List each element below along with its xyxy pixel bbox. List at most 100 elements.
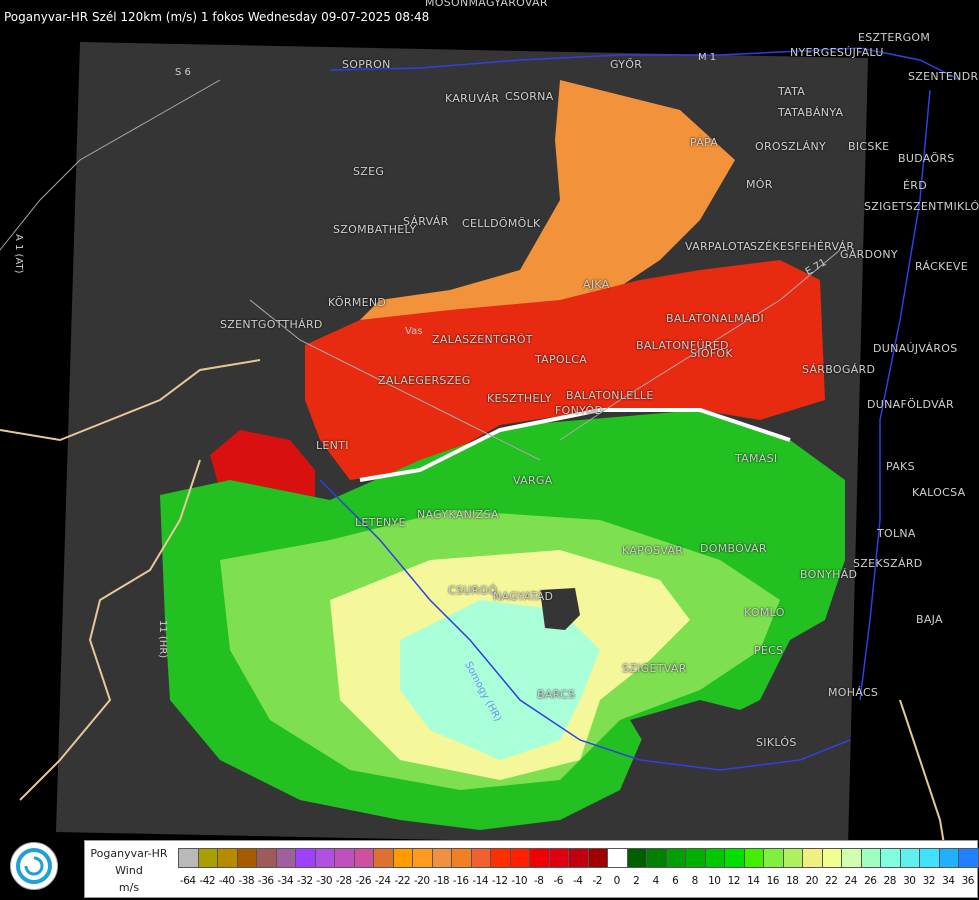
legend-swatch	[568, 848, 588, 868]
legend-tick-label: 34	[942, 875, 955, 887]
city-label: TAPOLCA	[535, 353, 588, 366]
legend-swatch	[392, 848, 412, 868]
border-beige	[0, 359, 261, 801]
city-label: LENTI	[316, 439, 349, 452]
legend-swatch	[529, 848, 549, 868]
legend-tick-label: 16	[766, 875, 780, 887]
city-label: OROSZLÁNY	[755, 140, 827, 153]
city-label: SZOMBATHELY	[333, 223, 417, 236]
city-label: KESZTHELY	[487, 392, 552, 405]
city-label: AJKA	[583, 278, 610, 291]
legend-tick-label: 28	[883, 875, 897, 887]
legend-swatch	[509, 848, 529, 868]
city-label: DOMBÓVÁR	[700, 542, 767, 555]
city-label: ZALASZENTGRÓT	[432, 333, 533, 346]
river-drava	[319, 479, 851, 771]
city-label: KARUVÁR	[445, 92, 500, 105]
legend-tick-label: 20	[805, 875, 819, 887]
city-label: PÉCS	[754, 644, 784, 657]
city-label: CSORNA	[505, 90, 554, 103]
city-label: SZIGETVÁR	[622, 662, 687, 675]
city-label: KÖRMEND	[328, 296, 387, 309]
city-label: FONYÓD	[555, 404, 604, 417]
legend-swatch	[685, 848, 705, 868]
city-label: GYŐR	[610, 58, 643, 71]
legend-tick-label: -6	[553, 875, 564, 887]
city-label: BAJA	[916, 613, 943, 626]
legend-subtitle: Wind	[115, 864, 143, 877]
city-label: KAPOSVÁR	[622, 544, 684, 557]
legend-tick-label: -2	[592, 875, 603, 887]
city-label: DUNAFÖLDVÁR	[867, 398, 954, 411]
city-label: KALOCSA	[912, 486, 966, 499]
page-title: Poganyvar-HR Szél 120km (m/s) 1 fokos We…	[4, 10, 430, 24]
city-label: KOMLÓ	[744, 606, 785, 619]
legend-tick-label: -26	[355, 875, 372, 887]
road-label: 11 (HR)	[157, 620, 168, 659]
legend-swatch	[821, 848, 841, 868]
legend-swatch	[724, 848, 744, 868]
legend-ticks: -64 -42 -40 -38 -36 -34 -32 -30 -28 -26 -24 -22 -20-…	[178, 875, 979, 887]
legend-swatch	[763, 848, 783, 868]
legend-swatch	[704, 848, 724, 868]
city-label: DUNAÚJVÁROS	[873, 342, 958, 355]
city-label: BALATONLELLE	[566, 389, 654, 402]
city-label: NAGYKANIZSA	[417, 508, 499, 521]
city-label: MOSONMAGYARÓVÁR	[425, 0, 548, 9]
legend-swatch	[451, 848, 471, 868]
legend-tick-label: 4	[652, 875, 660, 887]
legend-swatch	[899, 848, 919, 868]
legend-swatch	[295, 848, 315, 868]
echo-red	[305, 260, 825, 480]
legend-swatch	[256, 848, 276, 868]
legend-swatch	[236, 848, 256, 868]
city-label: MÓR	[746, 178, 773, 191]
legend-swatch	[490, 848, 510, 868]
legend-tick-label: -4	[573, 875, 583, 887]
city-label: ÉRD	[903, 179, 927, 192]
city-label: TOLNA	[877, 527, 916, 540]
city-label: SOPRON	[342, 58, 391, 71]
road-network	[0, 79, 841, 461]
legend-tick-label: -22	[394, 875, 411, 887]
legend-tick-label: 0	[613, 875, 621, 887]
legend-title: Poganyvar-HR	[90, 847, 168, 860]
zero-velocity-line	[359, 408, 791, 482]
city-label: SÁRVÁR	[403, 215, 449, 228]
city-label: CELLDÖMÖLK	[462, 217, 541, 230]
legend-swatch	[275, 848, 295, 868]
legend-tick-label: -14	[472, 875, 489, 887]
city-label: PÁPA	[690, 136, 719, 149]
no-data-hole-southeast	[630, 700, 820, 780]
city-label: TATABÁNYA	[778, 106, 844, 119]
legend-swatch	[841, 848, 861, 868]
legend-tick-label: 30	[903, 875, 916, 887]
legend-swatch	[353, 848, 373, 868]
city-label: BALATONFÜRED	[636, 339, 729, 352]
city-label: BALATONALMÁDI	[666, 312, 765, 325]
legend-swatch	[431, 848, 451, 868]
legend-tick-label: 2	[633, 875, 640, 887]
legend-swatch	[587, 848, 607, 868]
legend-tick-label: -36	[257, 875, 274, 887]
city-label: CSURGÓ	[448, 584, 498, 597]
legend-swatch	[178, 848, 198, 868]
city-label: ZALAEGERSZEG	[378, 374, 471, 387]
legend-swatch	[314, 848, 334, 868]
legend-tick-label: -28	[335, 875, 352, 887]
legend-swatch	[626, 848, 646, 868]
city-label: SZEKSZÁRD	[853, 557, 923, 570]
city-label: GÁRDONY	[840, 248, 898, 261]
legend-tick-label: 22	[825, 875, 838, 887]
legend-swatch	[373, 848, 393, 868]
city-label: NAGYATÁD	[493, 590, 554, 603]
legend-swatch	[665, 848, 685, 868]
city-label: SÁRBOGÁRD	[802, 363, 876, 376]
legend-tick-label: -12	[491, 875, 508, 887]
road-label: M 1	[698, 52, 717, 63]
city-label: SZIGETSZENTMIKLÓS	[864, 200, 979, 213]
legend-tick-label: -24	[374, 875, 391, 887]
legend-tick-label: -20	[413, 875, 430, 887]
city-label: SZENTGOTTHÁRD	[220, 318, 323, 331]
